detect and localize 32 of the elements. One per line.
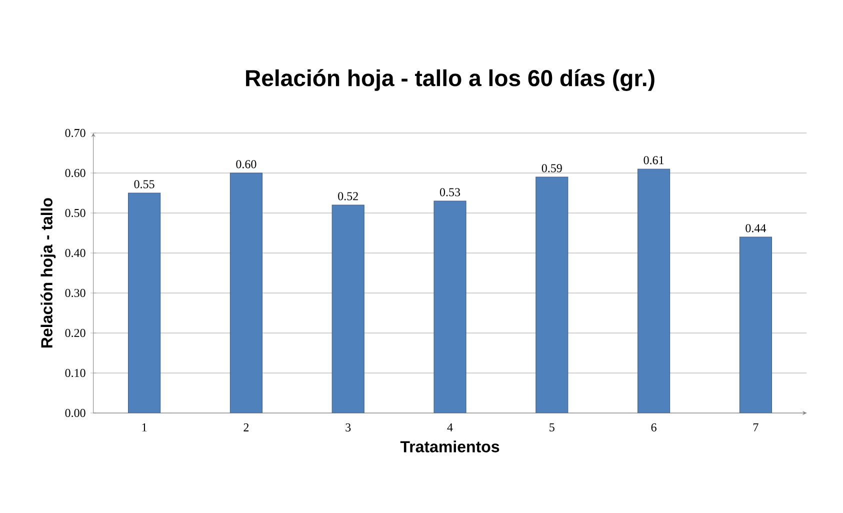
y-tick-label: 0.10 (65, 368, 86, 378)
y-tick-label: 0.70 (65, 128, 86, 138)
data-label: 0.60 (236, 160, 256, 168)
bar (536, 176, 568, 413)
x-tick-label: 6 (651, 423, 656, 432)
x-tick-label: 2 (244, 423, 249, 432)
y-tick-label: 0.50 (65, 208, 86, 218)
data-label: 0.52 (338, 192, 358, 200)
y-tick-label: 0.00 (65, 408, 86, 418)
x-tick-label: 5 (550, 423, 554, 432)
bar (332, 204, 364, 413)
y-axis-title: Relación hoja - tallo (40, 198, 56, 348)
x-tick-label: 7 (754, 423, 758, 432)
data-label: 0.61 (644, 156, 664, 164)
y-tick-label: 0.30 (65, 288, 86, 298)
x-tick-label: 1 (142, 423, 147, 432)
y-tick-label: 0.20 (65, 328, 86, 338)
x-axis-title: Tratamientos (400, 440, 500, 452)
y-tick-label: 0.60 (65, 168, 86, 178)
x-tick-label: 3 (346, 423, 351, 432)
bar (739, 236, 772, 413)
data-label: 0.59 (542, 164, 562, 172)
bar (230, 172, 262, 413)
data-label: 0.53 (440, 188, 460, 196)
bar (128, 192, 161, 413)
chart-title: Relación hoja - tallo a los 60 días (gr.) (246, 69, 654, 91)
data-label: 0.55 (134, 180, 154, 188)
y-tick-label: 0.40 (65, 248, 86, 258)
bar (434, 200, 466, 413)
bar (638, 168, 670, 413)
x-tick-label: 4 (447, 423, 453, 432)
data-label: 0.44 (746, 224, 766, 232)
